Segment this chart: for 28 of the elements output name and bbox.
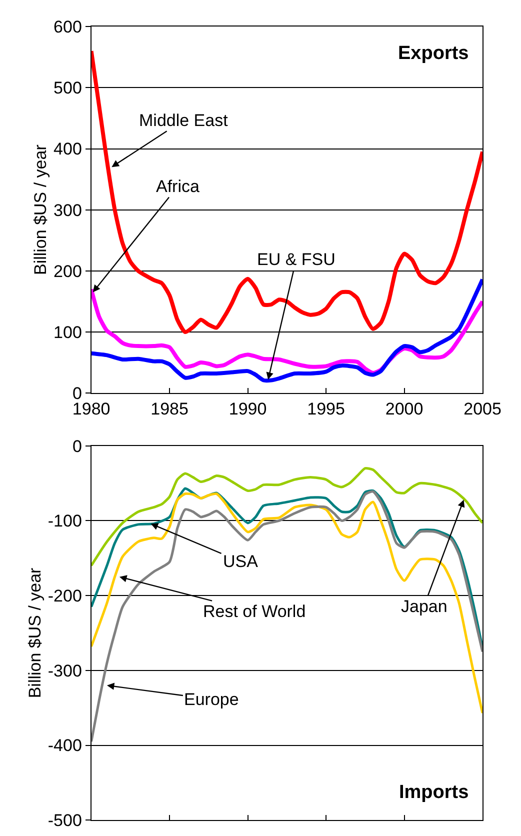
y-tick-label: 300	[54, 200, 82, 220]
y-tick-label: -100	[48, 512, 82, 531]
y-tick-label: 100	[54, 322, 82, 342]
x-tick-label: 1990	[228, 399, 267, 418]
y-tick-label: 500	[54, 78, 82, 98]
annotation: Africa	[156, 177, 200, 196]
y-tick-label: -300	[48, 661, 82, 680]
y-tick-label: 400	[54, 140, 82, 159]
annotation: Exports	[398, 43, 469, 64]
annotation: Middle East	[139, 111, 228, 130]
y-axis-title: Billion $US / year	[31, 144, 50, 276]
x-tick-label: 2005	[464, 399, 502, 418]
y-tick-label: 600	[54, 18, 82, 37]
annotation: Rest of World	[203, 602, 306, 621]
x-tick-label: 1995	[307, 399, 345, 418]
y-tick-label: -200	[48, 586, 82, 606]
annotation: Europe	[184, 690, 239, 709]
y-tick-label: 200	[54, 262, 82, 281]
y-tick-label: -400	[48, 736, 82, 756]
y-axis-title: Billion $US / year	[25, 567, 44, 698]
annotation: Imports	[399, 782, 469, 803]
y-tick-label: 0	[72, 436, 82, 456]
y-tick-label: -500	[48, 811, 82, 830]
annotation: Japan	[401, 597, 448, 616]
annotation: EU & FSU	[257, 250, 336, 269]
annotation: USA	[223, 552, 259, 571]
x-tick-label: 2000	[385, 399, 424, 418]
x-tick-label: 1985	[150, 399, 188, 418]
